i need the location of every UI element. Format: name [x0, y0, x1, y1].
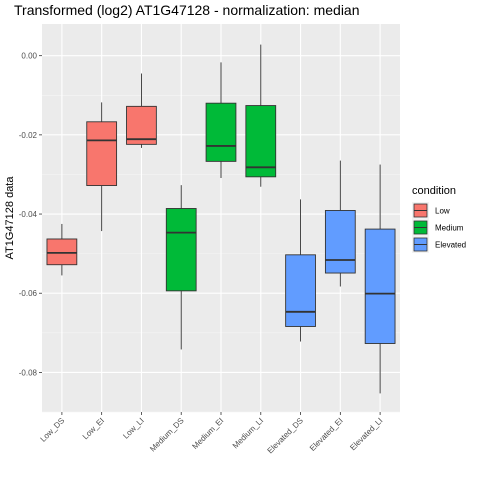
x-tick-label: Medium_DS: [148, 416, 185, 453]
box-body: [285, 254, 316, 327]
box-body: [364, 228, 396, 344]
x-axis: Low_DS Low_EI Low_LI Medium_DS Medium_EI Medi…: [39, 412, 385, 455]
legend-label-medium: Medium: [435, 224, 464, 233]
box-body: [126, 105, 157, 145]
box-body: [245, 105, 277, 178]
boxes: [46, 44, 396, 394]
x-tick-label: Medium_LI: [231, 416, 265, 450]
x-tick-label: Low_DS: [39, 416, 67, 444]
box-Elevated_LI: [364, 164, 396, 394]
box-Low_EI: [86, 102, 118, 232]
x-tick-label: Medium_EI: [190, 416, 225, 451]
y-tick-label: 0.00: [21, 52, 37, 61]
legend: condition Low Medium Elevated: [412, 185, 466, 253]
x-tick-label: Elevated_LI: [348, 416, 384, 452]
y-tick-label: -0.08: [19, 368, 38, 377]
box-Medium_EI: [205, 62, 237, 179]
box-Medium_DS: [165, 185, 197, 350]
box-body: [205, 102, 237, 162]
y-tick-label: -0.06: [19, 289, 38, 298]
legend-label-elevated: Elevated: [435, 241, 466, 250]
chart-title: Transformed (log2) AT1G47128 - normaliza…: [14, 2, 360, 18]
box-Elevated_DS: [285, 199, 316, 342]
box-Low_LI: [126, 73, 157, 148]
box-body: [86, 121, 118, 186]
y-tick-label: -0.04: [19, 210, 38, 219]
x-tick-label: Low_LI: [121, 416, 146, 441]
x-tick-label: Low_EI: [81, 416, 106, 441]
box-body: [324, 210, 356, 274]
box-body: [46, 238, 78, 266]
legend-label-low: Low: [435, 207, 450, 216]
box-Elevated_EI: [324, 160, 356, 287]
y-axis: 0.00 -0.02 -0.04 -0.06 -0.08: [19, 52, 42, 377]
box-Medium_LI: [245, 44, 277, 187]
box-body: [165, 208, 197, 292]
legend-title: condition: [412, 185, 456, 197]
x-tick-label: Elevated_EI: [308, 416, 345, 453]
x-tick-label: Elevated_DS: [266, 416, 305, 455]
box-Low_DS: [46, 223, 78, 276]
y-axis-label: AT1G47128 data: [4, 176, 16, 260]
y-tick-label: -0.02: [19, 131, 38, 140]
